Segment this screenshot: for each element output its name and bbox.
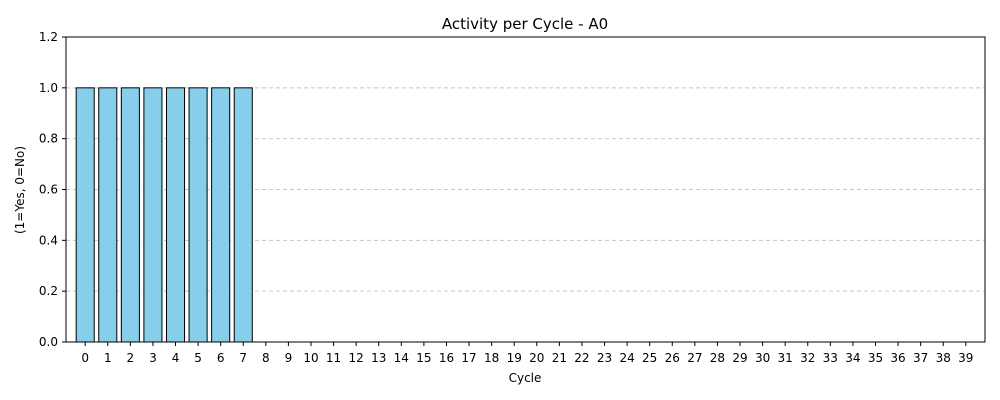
x-tick-label: 24 <box>619 351 634 365</box>
x-tick-label: 2 <box>127 351 135 365</box>
x-tick-label: 34 <box>845 351 860 365</box>
x-tick-label: 36 <box>890 351 905 365</box>
x-tick-label: 16 <box>439 351 454 365</box>
x-tick-label: 6 <box>217 351 225 365</box>
bars <box>75 87 253 343</box>
chart-title: Activity per Cycle - A0 <box>442 15 608 33</box>
x-tick-label: 30 <box>755 351 770 365</box>
y-tick-label: 0.2 <box>39 284 58 298</box>
x-tick-label: 8 <box>262 351 270 365</box>
x-tick-label: 39 <box>958 351 973 365</box>
x-tick-label: 35 <box>868 351 883 365</box>
x-tick-label: 21 <box>552 351 567 365</box>
x-tick-label: 31 <box>778 351 793 365</box>
x-axis-ticks: 0 1 2 3 4 5 6 7 8 9 10 11 12 13 14 15 16 17 18 19 20 21 22 23 24… <box>81 342 973 365</box>
x-tick-label: 0 <box>81 351 89 365</box>
bar-cycle-2 <box>120 87 140 343</box>
x-tick-label: 37 <box>913 351 928 365</box>
x-tick-label: 7 <box>239 351 247 365</box>
x-tick-label: 23 <box>597 351 612 365</box>
bar-cycle-1 <box>98 87 118 343</box>
x-tick-label: 1 <box>104 351 112 365</box>
x-tick-label: 5 <box>194 351 202 365</box>
bar-cycle-7 <box>233 87 253 343</box>
x-tick-label: 28 <box>710 351 725 365</box>
x-tick-label: 14 <box>394 351 409 365</box>
x-tick-label: 13 <box>371 351 386 365</box>
x-tick-label: 11 <box>326 351 341 365</box>
x-tick-label: 20 <box>529 351 544 365</box>
x-tick-label: 3 <box>149 351 157 365</box>
y-tick-label: 1.0 <box>39 81 58 95</box>
x-tick-label: 29 <box>732 351 747 365</box>
x-tick-label: 38 <box>936 351 951 365</box>
x-tick-label: 26 <box>665 351 680 365</box>
x-tick-label: 18 <box>484 351 499 365</box>
x-tick-label: 15 <box>416 351 431 365</box>
bar-cycle-0 <box>75 87 95 343</box>
x-tick-label: 4 <box>172 351 180 365</box>
x-tick-label: 19 <box>507 351 522 365</box>
x-tick-label: 10 <box>303 351 318 365</box>
y-tick-label: 0.8 <box>39 132 58 146</box>
y-tick-label: 0.4 <box>39 233 58 247</box>
x-tick-label: 32 <box>800 351 815 365</box>
x-axis-label: Cycle <box>509 371 542 385</box>
bar-cycle-3 <box>143 87 163 343</box>
bar-cycle-4 <box>165 87 186 343</box>
x-tick-label: 22 <box>574 351 589 365</box>
x-tick-label: 33 <box>823 351 838 365</box>
y-axis-label: (1=Yes, 0=No) <box>13 146 27 234</box>
y-axis-ticks: 0.0 0.2 0.4 0.6 0.8 1.0 1.2 <box>39 30 66 349</box>
x-tick-label: 25 <box>642 351 657 365</box>
x-tick-label: 12 <box>349 351 364 365</box>
x-tick-label: 9 <box>285 351 293 365</box>
y-tick-label: 1.2 <box>39 30 58 44</box>
bar-cycle-5 <box>188 87 208 343</box>
x-tick-label: 17 <box>461 351 476 365</box>
y-tick-label: 0.0 <box>39 335 58 349</box>
y-tick-label: 0.6 <box>39 183 58 197</box>
bar-cycle-6 <box>211 87 231 343</box>
x-tick-label: 27 <box>687 351 702 365</box>
